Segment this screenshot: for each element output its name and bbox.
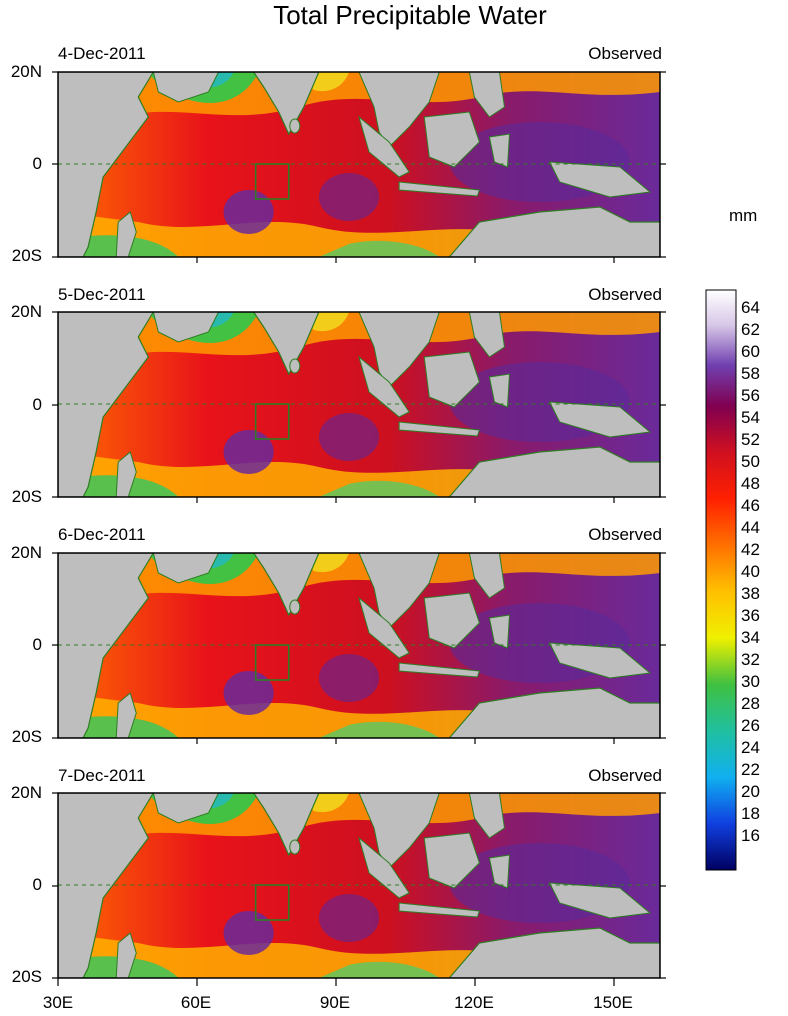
panel-1-lat-20s: 20S <box>11 246 42 265</box>
panel-2-lat-0: 0 <box>32 395 42 414</box>
panel-3-observed-label: Observed <box>588 525 662 544</box>
lon-label-30e: 30E <box>42 993 74 1012</box>
colorbar-label-32: 32 <box>741 650 760 669</box>
panel-4-lat-0: 0 <box>32 875 42 894</box>
panel-2-date: 5-Dec-2011 <box>58 285 146 304</box>
panel-2-observed-label: Observed <box>588 285 662 304</box>
lon-label-120e: 120E <box>454 993 494 1012</box>
axis-ticks <box>52 71 666 986</box>
colorbar <box>705 289 737 871</box>
panel-1-observed-label: Observed <box>588 44 662 63</box>
colorbar-label-44: 44 <box>741 518 760 537</box>
colorbar-label-16: 16 <box>741 826 760 845</box>
colorbar-label-26: 26 <box>741 716 760 735</box>
panel-3-lat-20s: 20S <box>11 727 42 746</box>
map-panel-3 <box>57 552 661 739</box>
colorbar-label-62: 62 <box>741 320 760 339</box>
colorbar-label-28: 28 <box>741 694 760 713</box>
colorbar-unit: mm <box>729 206 758 225</box>
lon-label-150e: 150E <box>593 993 633 1012</box>
colorbar-label-22: 22 <box>741 760 760 779</box>
map-panel-2 <box>57 311 661 498</box>
colorbar-label-34: 34 <box>741 628 760 647</box>
lon-label-60e: 60E <box>180 993 212 1012</box>
panel-1-lat-20n: 20N <box>10 62 42 81</box>
colorbar-label-20: 20 <box>741 782 760 801</box>
colorbar-label-64: 64 <box>741 298 760 317</box>
colorbar-label-46: 46 <box>741 496 760 515</box>
panel-4-lat-20s: 20S <box>11 967 42 986</box>
panel-2-lat-20n: 20N <box>10 302 42 321</box>
colorbar-label-42: 42 <box>741 540 760 559</box>
panel-4-date: 7-Dec-2011 <box>58 766 146 785</box>
colorbar-label-58: 58 <box>741 364 760 383</box>
panel-3-lat-0: 0 <box>32 635 42 654</box>
colorbar-label-52: 52 <box>741 430 760 449</box>
colorbar-label-30: 30 <box>741 672 760 691</box>
colorbar-label-54: 54 <box>741 408 760 427</box>
panel-4-observed-label: Observed <box>588 766 662 785</box>
panel-1-lat-0: 0 <box>32 154 42 173</box>
panel-3-date: 6-Dec-2011 <box>58 525 146 544</box>
figure-title: Total Precipitable Water <box>273 0 547 30</box>
colorbar-label-24: 24 <box>741 738 760 757</box>
colorbar-label-56: 56 <box>741 386 760 405</box>
colorbar-label-18: 18 <box>741 804 760 823</box>
colorbar-label-48: 48 <box>741 474 760 493</box>
colorbar-label-38: 38 <box>741 584 760 603</box>
panel-1-date: 4-Dec-2011 <box>58 44 146 63</box>
colorbar-label-36: 36 <box>741 606 760 625</box>
panel-2-lat-20s: 20S <box>11 487 42 506</box>
map-panel-4 <box>57 792 661 979</box>
colorbar-label-40: 40 <box>741 562 760 581</box>
colorbar-label-50: 50 <box>741 452 760 471</box>
map-panel-1 <box>57 71 661 258</box>
colorbar-label-60: 60 <box>741 342 760 361</box>
panel-4-lat-20n: 20N <box>10 783 42 802</box>
panel-3-lat-20n: 20N <box>10 543 42 562</box>
lon-label-90e: 90E <box>319 993 351 1012</box>
